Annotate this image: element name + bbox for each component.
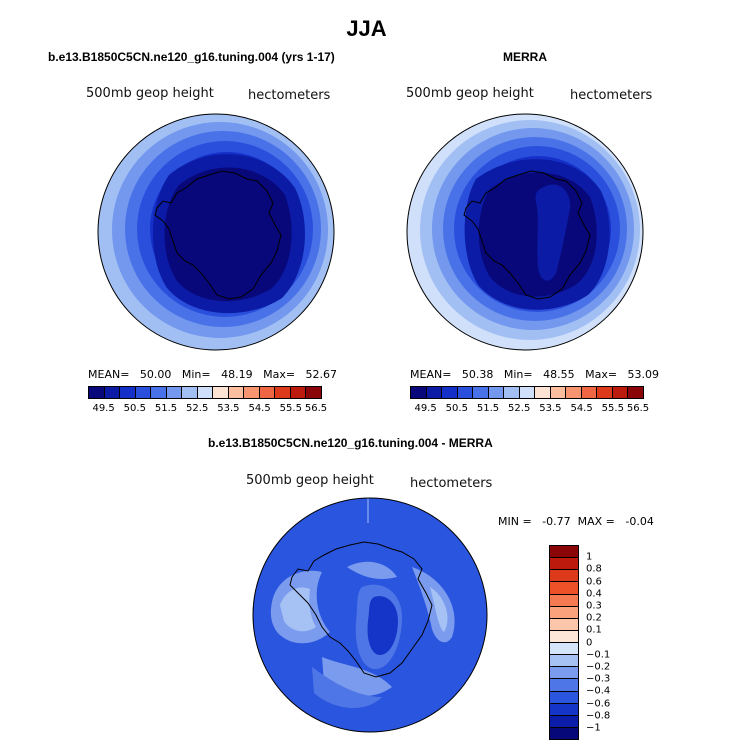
panel-2-antarctica-coastline [463, 170, 591, 300]
colorbar-swatch [504, 387, 520, 398]
tick-label: −1 [586, 722, 601, 734]
tick-label: 56.5 [626, 403, 650, 414]
panel-2-variable-label: 500mb geop height [406, 86, 534, 101]
panel-2-units-label: hectometers [570, 88, 653, 103]
panel-1-map [97, 113, 335, 351]
colorbar-swatch [550, 667, 578, 680]
panel-1-title: b.e13.B1850C5CN.ne120_g16.tuning.004 (yr… [48, 50, 335, 64]
colorbar-swatch [473, 387, 489, 398]
panel-2-colorbar [410, 386, 644, 399]
tick-label: 52.5 [508, 403, 531, 414]
colorbar-swatch [550, 618, 578, 631]
tick-label: 55.5 [601, 403, 624, 414]
colorbar-swatch [519, 387, 536, 398]
colorbar-swatch [550, 727, 578, 739]
colorbar-swatch [550, 715, 578, 728]
colorbar-swatch [182, 387, 198, 398]
tick-label: 55.5 [279, 403, 302, 414]
tick-label: −0.1 [586, 649, 611, 661]
tick-label: 1 [586, 551, 593, 563]
panel-2-stats: MEAN= 50.38 Min= 48.55 Max= 53.09 [410, 368, 660, 381]
panel-3-units-label: hectometers [410, 476, 493, 491]
colorbar-swatch [550, 679, 578, 692]
colorbar-swatch [550, 594, 578, 607]
colorbar-swatch [89, 387, 105, 398]
colorbar-swatch [550, 570, 578, 583]
panel-1-stats: MEAN= 50.00 Min= 48.19 Max= 52.67 [88, 368, 338, 381]
colorbar-swatch [213, 387, 229, 398]
colorbar-swatch [597, 387, 613, 398]
tick-label: 56.5 [304, 403, 328, 414]
tick-label: −0.6 [586, 698, 611, 710]
colorbar-swatch [306, 387, 321, 398]
colorbar-swatch [488, 387, 505, 398]
panel-2-map [406, 113, 644, 351]
colorbar-swatch [135, 387, 152, 398]
colorbar-swatch [550, 606, 578, 619]
panel-3-variable-label: 500mb geop height [246, 473, 374, 488]
colorbar-swatch [197, 387, 214, 398]
panel-1-variable-label: 500mb geop height [86, 86, 214, 101]
colorbar-swatch [120, 387, 136, 398]
tick-label: −0.3 [586, 673, 611, 685]
tick-label: 49.5 [92, 403, 115, 414]
colorbar-swatch [442, 387, 458, 398]
panel-1-antarctica-coastline [154, 170, 282, 300]
panel-3-title: b.e13.B1850C5CN.ne120_g16.tuning.004 - M… [208, 436, 493, 450]
colorbar-swatch [104, 387, 121, 398]
colorbar-swatch [275, 387, 291, 398]
colorbar-swatch [166, 387, 183, 398]
tick-label: 0.1 [586, 624, 602, 636]
tick-label: 53.5 [539, 403, 562, 414]
tick-label: −0.2 [586, 661, 611, 673]
tick-label: 0.2 [586, 612, 602, 624]
colorbar-swatch [566, 387, 582, 398]
colorbar-swatch [628, 387, 643, 398]
colorbar-swatch [550, 703, 578, 716]
tick-label: 50.5 [445, 403, 468, 414]
tick-label: 52.5 [186, 403, 209, 414]
colorbar-swatch [550, 582, 578, 595]
tick-label: −0.4 [586, 685, 611, 697]
colorbar-swatch [259, 387, 276, 398]
colorbar-swatch [550, 630, 578, 643]
panel-2-title: MERRA [503, 50, 547, 64]
colorbar-swatch [550, 655, 578, 668]
colorbar-swatch [228, 387, 245, 398]
tick-label: 50.5 [123, 403, 146, 414]
panel-1-colorbar [88, 386, 322, 399]
colorbar-swatch [612, 387, 629, 398]
tick-label: 53.5 [217, 403, 240, 414]
colorbar-swatch [290, 387, 307, 398]
colorbar-swatch [550, 691, 578, 704]
tick-label: 0 [586, 637, 593, 649]
colorbar-swatch [550, 558, 578, 571]
colorbar-swatch [550, 387, 567, 398]
panel-1-units-label: hectometers [248, 88, 331, 103]
tick-label: −0.8 [586, 710, 611, 722]
tick-label: 54.5 [248, 403, 271, 414]
colorbar-swatch [581, 387, 598, 398]
colorbar-swatch [550, 643, 578, 656]
colorbar-swatch [535, 387, 551, 398]
tick-label: 0.3 [586, 600, 602, 612]
colorbar-swatch [411, 387, 427, 398]
tick-label: 0.6 [586, 576, 602, 588]
colorbar-swatch [457, 387, 474, 398]
panel-3-antarctica-coastline [289, 541, 433, 678]
panel-3-stats: MIN = -0.77 MAX = -0.04 [498, 515, 654, 528]
colorbar-swatch [426, 387, 443, 398]
main-title: JJA [346, 16, 387, 41]
panel-3-map [252, 497, 488, 733]
tick-label: 0.4 [586, 588, 602, 600]
tick-label: 51.5 [476, 403, 500, 414]
tick-label: 0.8 [586, 563, 602, 575]
colorbar-swatch [550, 546, 578, 559]
colorbar-swatch [151, 387, 167, 398]
tick-label: 51.5 [154, 403, 178, 414]
tick-label: 54.5 [570, 403, 593, 414]
colorbar-swatch [244, 387, 260, 398]
tick-label: 49.5 [414, 403, 437, 414]
panel-3-colorbar [549, 545, 579, 740]
